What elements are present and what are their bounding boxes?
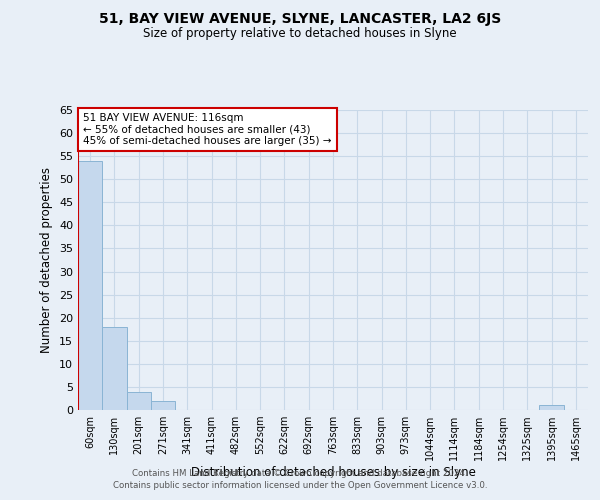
Bar [78, 161, 102, 410]
Y-axis label: Number of detached properties: Number of detached properties [40, 167, 53, 353]
Bar [127, 392, 151, 410]
Bar [539, 406, 564, 410]
Text: Size of property relative to detached houses in Slyne: Size of property relative to detached ho… [143, 28, 457, 40]
Text: 51, BAY VIEW AVENUE, SLYNE, LANCASTER, LA2 6JS: 51, BAY VIEW AVENUE, SLYNE, LANCASTER, L… [99, 12, 501, 26]
Bar [102, 327, 127, 410]
Text: Contains HM Land Registry data © Crown copyright and database right 2024.: Contains HM Land Registry data © Crown c… [132, 468, 468, 477]
X-axis label: Distribution of detached houses by size in Slyne: Distribution of detached houses by size … [191, 466, 475, 479]
Text: Contains public sector information licensed under the Open Government Licence v3: Contains public sector information licen… [113, 481, 487, 490]
Text: 51 BAY VIEW AVENUE: 116sqm
← 55% of detached houses are smaller (43)
45% of semi: 51 BAY VIEW AVENUE: 116sqm ← 55% of deta… [83, 113, 332, 146]
Bar [151, 401, 175, 410]
